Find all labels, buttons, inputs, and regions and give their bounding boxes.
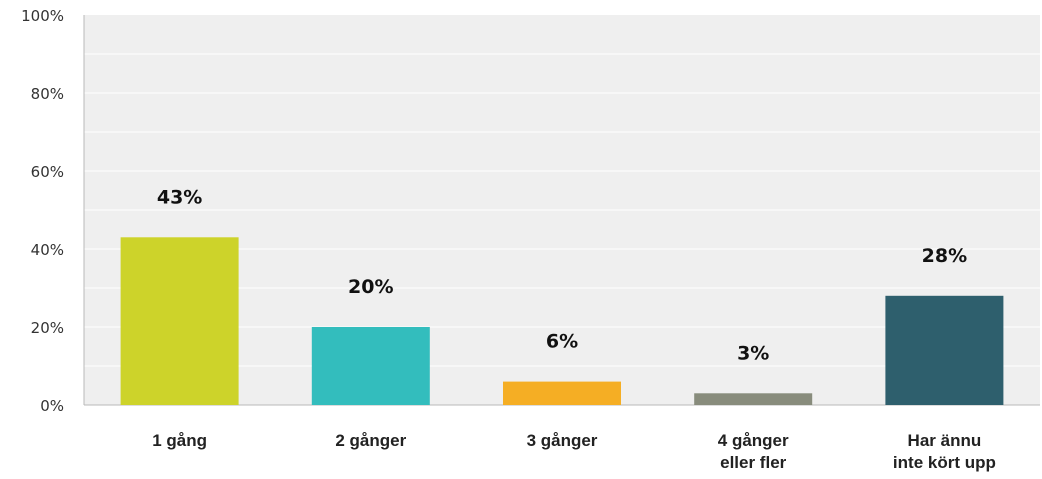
bar — [885, 295, 1004, 405]
y-tick-label: 20% — [31, 319, 64, 337]
y-tick-label: 80% — [31, 85, 64, 103]
data-label: 6% — [546, 331, 578, 353]
x-tick-label: 1 gång — [152, 431, 207, 450]
data-label: 20% — [348, 276, 393, 298]
y-tick-label: 0% — [40, 397, 64, 415]
bar — [694, 393, 813, 405]
plot-area: 0% 20% 40% 60% 80% 100% 43% 1 gång 20% 2 gånger 6%… — [21, 7, 1040, 472]
x-tick-label: 4 gånger — [718, 431, 789, 450]
y-tick-label: 40% — [31, 241, 64, 259]
x-tick-label: inte kört upp — [893, 453, 996, 472]
x-tick-label: eller fler — [720, 453, 787, 472]
data-label: 28% — [922, 245, 967, 267]
x-tick-label: Har ännu — [908, 431, 982, 450]
x-tick-label: 3 gånger — [527, 431, 598, 450]
bar — [503, 381, 621, 405]
data-label: 3% — [737, 342, 769, 364]
bar — [311, 327, 430, 405]
x-tick-label: 2 gånger — [335, 431, 406, 450]
y-tick-label: 60% — [31, 163, 64, 181]
bar — [120, 237, 239, 405]
data-label: 43% — [157, 186, 202, 208]
y-tick-label: 100% — [21, 7, 64, 25]
